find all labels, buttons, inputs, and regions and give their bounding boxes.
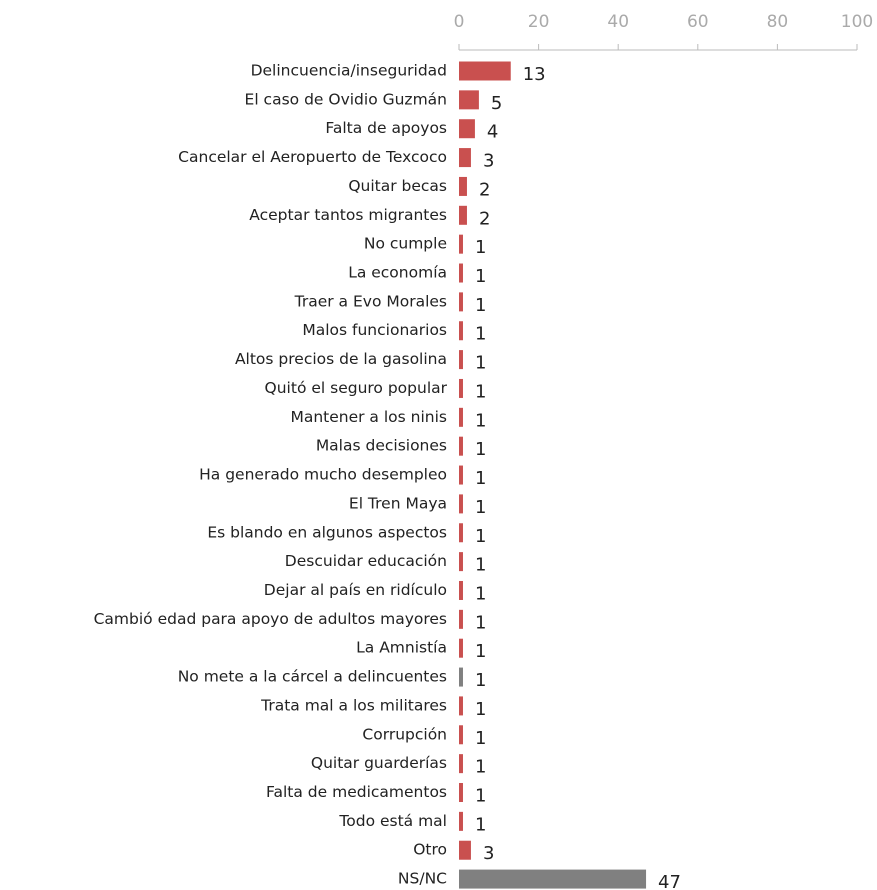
- bar: [459, 465, 463, 485]
- value-label: 4: [487, 122, 498, 143]
- value-label: 1: [475, 583, 486, 604]
- bar: [459, 783, 463, 802]
- bar: [459, 609, 463, 629]
- value-label: 1: [475, 699, 486, 720]
- value-label: 1: [475, 266, 486, 287]
- bar: [459, 176, 467, 196]
- bar: [459, 869, 647, 889]
- x-tick-label: 0: [454, 12, 465, 32]
- category-label: La economía: [348, 264, 447, 282]
- value-label: 1: [475, 324, 486, 345]
- value-label: 1: [475, 757, 486, 778]
- bar: [459, 205, 467, 225]
- value-label: 47: [658, 872, 681, 890]
- category-label: Mantener a los ninis: [290, 408, 447, 426]
- value-label: 13: [523, 64, 546, 85]
- x-tick-label: 40: [607, 12, 629, 32]
- bar: [459, 667, 463, 687]
- category-label: Dejar al país en ridículo: [264, 581, 447, 599]
- value-label: 3: [483, 151, 494, 172]
- category-label: El caso de Ovidio Guzmán: [245, 90, 447, 108]
- category-label: Aceptar tantos migrantes: [249, 206, 447, 224]
- bar: [459, 754, 463, 774]
- x-tick-label: 80: [767, 12, 789, 32]
- value-label: 3: [483, 843, 494, 864]
- value-label: 1: [475, 237, 486, 258]
- bar: [459, 494, 463, 514]
- category-label: Traer a Evo Morales: [294, 292, 447, 310]
- bar: [459, 523, 463, 543]
- bar: [459, 148, 471, 168]
- value-label: 1: [475, 439, 486, 460]
- value-label: 2: [479, 179, 490, 200]
- value-label: 1: [475, 786, 486, 807]
- bar: [459, 350, 463, 370]
- bar: [459, 407, 463, 427]
- category-label: Altos precios de la gasolina: [235, 350, 447, 368]
- category-label: No cumple: [364, 235, 447, 253]
- category-label: Delincuencia/inseguridad: [251, 62, 447, 80]
- category-label: NS/NC: [398, 870, 447, 888]
- category-label: No mete a la cárcel a delincuentes: [178, 668, 447, 686]
- bar: [459, 119, 475, 139]
- x-tick-label: 20: [528, 12, 550, 32]
- value-label: 2: [479, 208, 490, 229]
- category-label: Falta de medicamentos: [266, 783, 447, 801]
- bar: [459, 580, 463, 600]
- value-label: 5: [491, 93, 502, 114]
- bar: [459, 378, 463, 398]
- value-label: 1: [475, 612, 486, 633]
- bar: [459, 90, 479, 110]
- bar: [459, 811, 463, 831]
- category-label: Malas decisiones: [316, 437, 447, 455]
- category-label: Quitó el seguro popular: [265, 379, 448, 397]
- bar: [459, 840, 471, 860]
- category-label: Quitar becas: [348, 177, 447, 195]
- value-label: 1: [475, 353, 486, 374]
- category-label: Descuidar educación: [285, 552, 447, 570]
- bar: [459, 436, 463, 456]
- x-tick-label: 60: [687, 12, 709, 32]
- x-tick-label: 100: [841, 12, 873, 32]
- bar: [459, 61, 511, 81]
- category-label: Todo está mal: [338, 812, 447, 830]
- bar: [459, 234, 463, 254]
- value-label: 1: [475, 728, 486, 749]
- bar: [459, 263, 463, 283]
- category-label: Cancelar el Aeropuerto de Texcoco: [178, 148, 447, 166]
- category-label: Falta de apoyos: [325, 119, 447, 137]
- value-label: 1: [475, 526, 486, 547]
- value-label: 1: [475, 410, 486, 431]
- value-label: 1: [475, 641, 486, 662]
- category-label: Ha generado mucho desempleo: [199, 466, 447, 484]
- category-label: La Amnistía: [356, 639, 447, 657]
- bar: [459, 292, 463, 312]
- bar: [459, 638, 463, 658]
- value-label: 1: [475, 468, 486, 489]
- value-label: 1: [475, 814, 486, 835]
- category-label: Corrupción: [362, 725, 447, 743]
- value-label: 1: [475, 555, 486, 576]
- value-label: 1: [475, 295, 486, 316]
- category-label: Es blando en algunos aspectos: [207, 523, 447, 541]
- category-label: Quitar guarderías: [311, 754, 447, 772]
- value-label: 1: [475, 381, 486, 402]
- bar: [459, 696, 463, 716]
- category-label: Malos funcionarios: [302, 321, 447, 339]
- bar: [459, 321, 463, 341]
- category-label: El Tren Maya: [349, 494, 447, 512]
- category-label: Cambió edad para apoyo de adultos mayore…: [94, 610, 447, 628]
- bar: [459, 725, 463, 745]
- value-label: 1: [475, 497, 486, 518]
- value-label: 1: [475, 670, 486, 691]
- category-label: Otro: [413, 841, 447, 859]
- category-label: Trata mal a los militares: [260, 696, 447, 714]
- bar: [459, 552, 463, 572]
